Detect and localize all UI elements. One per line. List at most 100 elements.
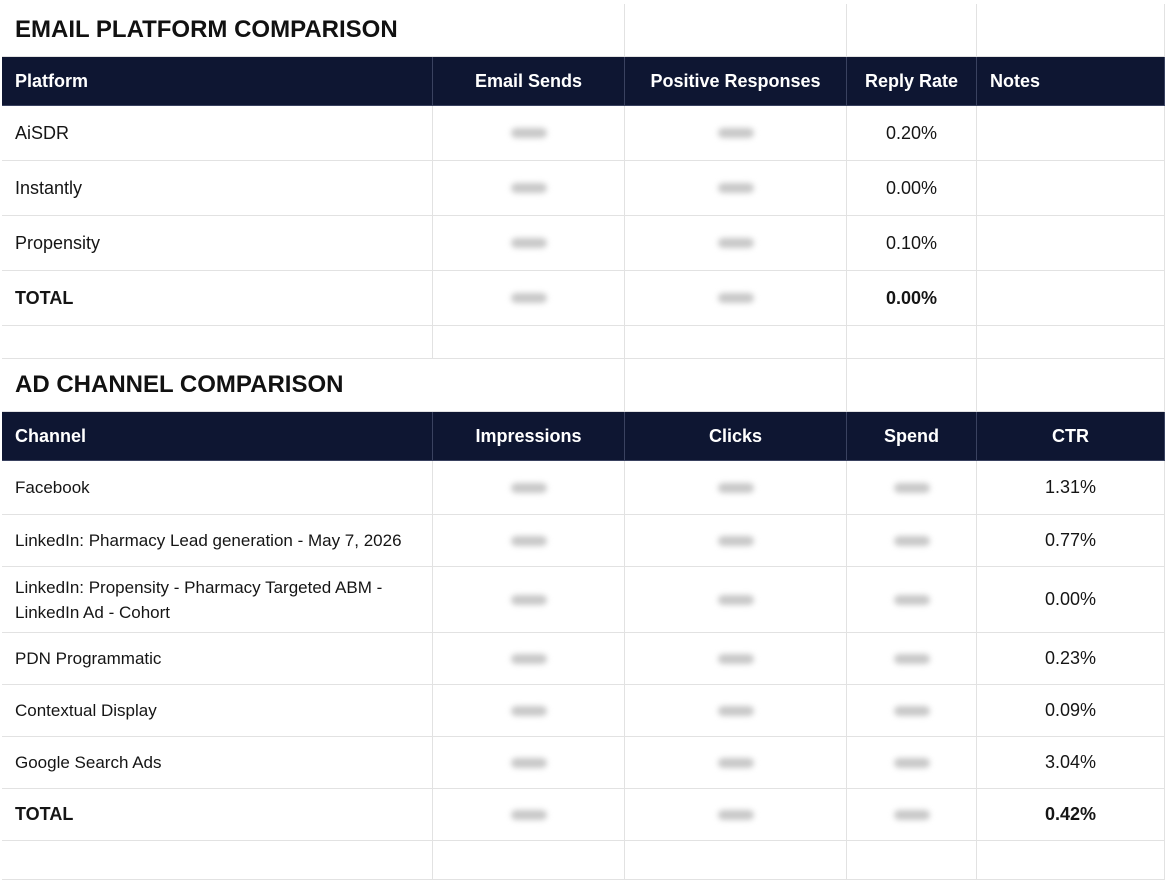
row-label: PDN Programmatic — [2, 633, 433, 685]
cell — [625, 161, 847, 216]
column-header: Reply Rate — [847, 57, 977, 106]
column-header: Notes — [990, 70, 1041, 91]
redacted-value — [510, 653, 547, 664]
total-label: TOTAL — [15, 287, 74, 308]
cell — [625, 326, 847, 359]
row-label: Google Search Ads — [2, 737, 433, 789]
row-label: AiSDR — [2, 106, 433, 161]
redacted-value — [893, 705, 930, 716]
cell — [977, 359, 1165, 412]
section-title: AD CHANNEL COMPARISON — [2, 359, 625, 412]
column-header: Impressions — [433, 412, 625, 461]
value: 3.04% — [977, 737, 1165, 789]
value: 0.00% — [977, 567, 1165, 633]
column-header: Channel — [15, 425, 87, 446]
cell — [433, 685, 625, 737]
value: 0.10% — [847, 216, 977, 271]
redacted-value — [717, 594, 754, 605]
redacted-value — [510, 183, 547, 193]
column-header: Positive Responses — [625, 57, 847, 106]
cell — [433, 789, 625, 841]
column-header: Email Sends — [474, 70, 583, 91]
row-label: PDN Programmatic — [15, 649, 162, 668]
column-header: CTR — [1052, 425, 1089, 446]
row-label: Facebook — [15, 478, 90, 497]
cell — [625, 515, 847, 567]
redacted-value — [510, 535, 547, 546]
cell — [433, 633, 625, 685]
column-header: Impressions — [475, 425, 582, 446]
cell — [625, 737, 847, 789]
column-header: Spend — [883, 425, 939, 446]
cell — [625, 216, 847, 271]
value: 0.09% — [1044, 700, 1097, 720]
column-header: Notes — [977, 57, 1165, 106]
value: 0.00% — [885, 287, 938, 308]
redacted-value — [717, 809, 754, 820]
value: 0.23% — [1044, 648, 1097, 668]
column-header: Platform — [2, 57, 433, 106]
cell — [625, 567, 847, 633]
column-header: Spend — [847, 412, 977, 461]
value: 1.31% — [977, 461, 1165, 515]
row-label: LinkedIn: Pharmacy Lead generation - May… — [2, 515, 433, 567]
cell — [2, 841, 433, 880]
redacted-value — [893, 482, 930, 493]
cell — [977, 216, 1165, 271]
redacted-value — [717, 293, 754, 303]
redacted-value — [717, 705, 754, 716]
redacted-value — [893, 594, 930, 605]
cell — [433, 106, 625, 161]
cell — [847, 359, 977, 412]
cell — [847, 841, 977, 880]
cell — [847, 789, 977, 841]
redacted-value — [510, 594, 547, 605]
section-title: AD CHANNEL COMPARISON — [15, 371, 344, 398]
cell — [625, 461, 847, 515]
cell — [433, 161, 625, 216]
redacted-value — [510, 757, 547, 768]
redacted-value — [510, 128, 547, 138]
row-label: Instantly — [15, 177, 83, 198]
value: 0.20% — [885, 122, 938, 143]
cell — [847, 737, 977, 789]
row-label: LinkedIn: Pharmacy Lead generation - May… — [15, 531, 402, 550]
total-label: TOTAL — [2, 789, 433, 841]
row-label: LinkedIn: Propensity - Pharmacy Targeted… — [2, 567, 433, 633]
cell — [2, 326, 433, 359]
column-header: Positive Responses — [650, 70, 821, 91]
cell — [847, 461, 977, 515]
cell — [847, 633, 977, 685]
cell — [977, 271, 1165, 326]
cell — [433, 271, 625, 326]
redacted-value — [893, 535, 930, 546]
value: 0.42% — [977, 789, 1165, 841]
row-label: Contextual Display — [2, 685, 433, 737]
value: 0.00% — [885, 177, 938, 198]
cell — [625, 841, 847, 880]
value: 0.09% — [977, 685, 1165, 737]
column-header: Clicks — [625, 412, 847, 461]
section-title: EMAIL PLATFORM COMPARISON — [2, 4, 625, 57]
cell — [433, 841, 625, 880]
value: 0.00% — [847, 271, 977, 326]
row-label: Propensity — [2, 216, 433, 271]
cell — [977, 841, 1165, 880]
row-label: AiSDR — [15, 122, 70, 143]
section-title: EMAIL PLATFORM COMPARISON — [15, 16, 398, 43]
column-header: Platform — [15, 70, 89, 91]
cell — [625, 359, 847, 412]
value: 0.42% — [1044, 804, 1097, 824]
redacted-value — [717, 128, 754, 138]
redacted-value — [510, 238, 547, 248]
row-label: Contextual Display — [15, 701, 157, 720]
redacted-value — [893, 653, 930, 664]
cell — [433, 515, 625, 567]
redacted-value — [510, 482, 547, 493]
cell — [625, 4, 847, 57]
redacted-value — [717, 183, 754, 193]
redacted-value — [717, 535, 754, 546]
value: 0.20% — [847, 106, 977, 161]
redacted-value — [510, 809, 547, 820]
